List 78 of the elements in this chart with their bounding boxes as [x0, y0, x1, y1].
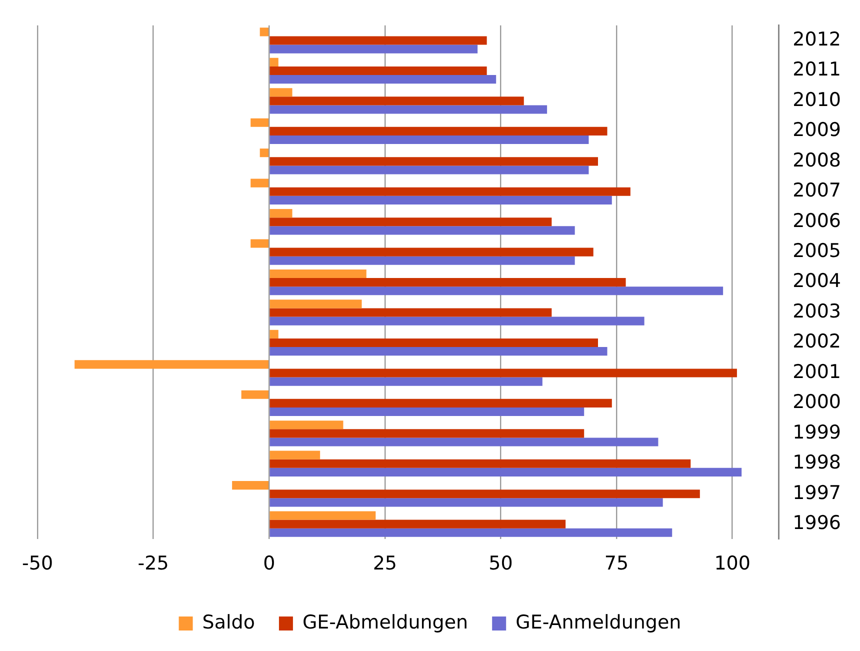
bar: [270, 269, 366, 278]
bar: [270, 187, 630, 196]
bar: [270, 157, 598, 166]
bar: [270, 278, 626, 287]
bar: [270, 438, 658, 446]
bar: [270, 196, 612, 204]
bar: [270, 377, 542, 386]
bar: [270, 520, 566, 528]
bar: [260, 148, 269, 158]
bar: [270, 420, 344, 430]
bar: [270, 105, 548, 114]
bar: [270, 66, 487, 76]
bar: [270, 429, 584, 438]
bar: [270, 286, 724, 296]
y-tick-label: 1997: [792, 482, 842, 504]
bar: [270, 498, 663, 507]
y-tick-label: 1999: [792, 421, 842, 444]
bar: [270, 96, 524, 106]
bar: [250, 118, 269, 127]
y-tick-label: 2007: [792, 180, 842, 202]
bar: [260, 28, 269, 36]
bar: [270, 468, 742, 476]
bar: [270, 450, 320, 460]
y-tick-label: 2008: [792, 149, 842, 172]
bar: [270, 44, 478, 54]
y-tick-label: 1996: [792, 512, 842, 534]
legend-label: Saldo: [202, 611, 255, 634]
bar: [270, 75, 496, 84]
bar: [270, 398, 612, 408]
bar: [270, 459, 691, 468]
x-tick-label: 75: [604, 552, 629, 575]
x-tick-label: -25: [138, 552, 169, 575]
bar: [270, 248, 594, 256]
bar: [270, 316, 644, 326]
bar: [270, 209, 292, 218]
x-tick-label: 100: [714, 552, 750, 575]
y-tick-label: 2002: [792, 330, 842, 353]
bar: [270, 256, 575, 265]
bar: [232, 481, 269, 490]
x-tick-label: -50: [22, 552, 54, 575]
y-tick-label: 2004: [792, 270, 842, 292]
bar: [74, 360, 269, 369]
bar: [270, 36, 487, 45]
x-tick-label: 25: [372, 552, 398, 575]
y-tick-label: 2009: [792, 119, 842, 142]
bar: [270, 347, 608, 356]
bar: [270, 58, 278, 66]
bar: [270, 368, 737, 378]
bar: [270, 338, 598, 348]
bar: [270, 528, 672, 537]
bar: [270, 88, 292, 97]
y-tick-label: 2011: [792, 58, 842, 81]
bar: [270, 166, 589, 174]
bar: [270, 218, 552, 226]
bar: [250, 178, 269, 188]
y-tick-label: 1998: [792, 452, 842, 474]
bar: [270, 300, 362, 308]
bar: [270, 407, 584, 416]
bar: [270, 511, 376, 520]
y-tick-label: 2006: [792, 210, 842, 232]
y-tick-label: 2000: [792, 391, 842, 414]
bar: [270, 330, 278, 338]
y-tick-label: 2012: [792, 28, 842, 50]
y-tick-label: 2001: [792, 360, 842, 383]
bar: [270, 135, 589, 144]
bar: [270, 490, 700, 498]
y-tick-label: 2005: [792, 240, 842, 262]
y-tick-label: 2003: [792, 300, 842, 322]
y-tick-label: 2010: [792, 88, 842, 111]
x-tick-label: 0: [263, 552, 276, 575]
legend-label: GE-Abmeldungen: [302, 611, 468, 634]
x-tick-label: 50: [488, 552, 513, 575]
bar: [270, 126, 608, 136]
bar: [270, 226, 575, 235]
bar: [250, 239, 269, 248]
bar: [241, 390, 269, 399]
legend-label: GE-Anmeldungen: [516, 611, 682, 634]
bar: [270, 308, 552, 317]
